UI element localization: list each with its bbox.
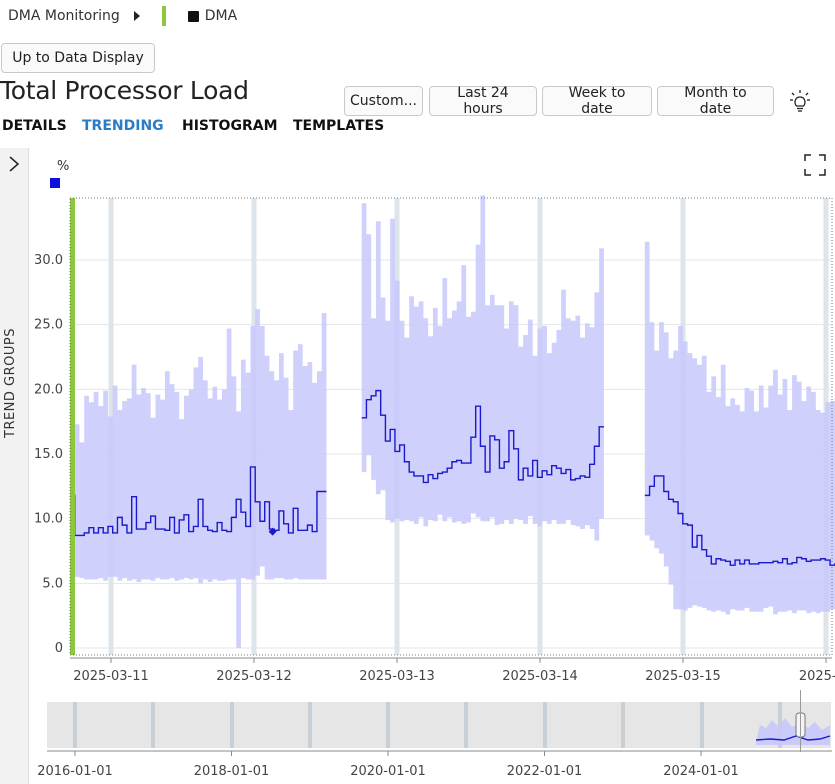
overview-separator [73, 702, 77, 748]
custom-range-button[interactable]: Custom... [344, 86, 423, 116]
plot-border [69, 197, 833, 656]
y-axis-ticks: 0 5.0 10.0 15.0 20.0 25.0 30.0 [34, 253, 63, 656]
series-legend-swatch[interactable] [50, 178, 60, 188]
tab-trending[interactable]: TRENDING [82, 118, 164, 134]
average-line [69, 466, 327, 537]
page-title: Total Processor Load [0, 76, 249, 105]
x-tick-label: 2025-03-14 [502, 669, 578, 684]
unit-label: % [57, 159, 70, 174]
overview-tick-label: 2024-01-01 [663, 764, 739, 779]
overview-separator [700, 702, 704, 748]
overview-separator [308, 702, 312, 748]
tab-details[interactable]: DETAILS [2, 118, 67, 134]
overview-tick-label: 2016-01-01 [37, 764, 113, 779]
overview-separator [151, 702, 155, 748]
x-axis-ticks: 2025-03-11 2025-03-12 2025-03-13 2025-03-14… [73, 658, 835, 684]
tab-templates[interactable]: TEMPLATES [293, 118, 385, 134]
average-line [644, 475, 835, 566]
overview-separator [543, 702, 547, 748]
overview-separator [386, 702, 390, 748]
y-tick-label: 10.0 [34, 512, 63, 527]
x-tick-label: 2025-03-11 [73, 669, 149, 684]
overview-background [47, 702, 831, 748]
lightbulb-icon[interactable] [789, 89, 811, 113]
overview-tick-label: 2022-01-01 [507, 764, 583, 779]
up-to-data-display-button[interactable]: Up to Data Display [1, 43, 155, 73]
trend-groups-sidebar[interactable]: TREND GROUPS [0, 148, 29, 784]
overview-band [756, 718, 830, 745]
start-marker [70, 198, 75, 655]
overview-separator [621, 702, 625, 748]
min-max-band [361, 195, 604, 541]
y-tick-label: 5.0 [42, 576, 63, 591]
x-tick-label: 2025-02 [799, 669, 835, 684]
overview-separator [464, 702, 468, 748]
y-tick-label: 15.0 [34, 447, 63, 462]
average-line [361, 389, 604, 484]
min-max-band [644, 241, 835, 615]
y-tick-label: 20.0 [34, 382, 63, 397]
breadcrumb: DMA Monitoring DMA [8, 5, 237, 27]
x-tick-label: 2025-03-12 [216, 669, 292, 684]
y-tick-label: 30.0 [34, 253, 63, 268]
month-to-date-button[interactable]: Month to date [657, 85, 774, 117]
plot-frame [69, 197, 833, 659]
x-tick-label: 2025-03-13 [359, 669, 435, 684]
x-tick-label: 2025-03-15 [645, 669, 721, 684]
data-marker [268, 527, 277, 536]
status-indicator [161, 6, 166, 26]
chevron-right-icon[interactable] [7, 155, 21, 173]
last-24-hours-button[interactable]: Last 24 hours [429, 85, 537, 117]
overview-separator [230, 702, 234, 748]
min-max-band [69, 309, 327, 648]
overview-navigator: 2016-01-01 2018-01-01 2020-01-01 2022-01-01… [37, 690, 832, 779]
y-tick-label: 25.0 [34, 318, 63, 333]
breadcrumb-root[interactable]: DMA Monitoring [8, 8, 120, 24]
overview-tick-label: 2018-01-01 [194, 764, 270, 779]
tab-histogram[interactable]: HISTOGRAM [182, 118, 278, 134]
breadcrumb-caret-icon[interactable] [133, 11, 140, 21]
breadcrumb-element[interactable]: DMA [204, 8, 238, 24]
week-to-date-button[interactable]: Week to date [542, 85, 652, 117]
overview-tick-label: 2020-01-01 [350, 764, 426, 779]
average-lines [69, 389, 835, 566]
y-tick-label: 0 [55, 641, 63, 656]
element-icon [187, 10, 199, 22]
fullscreen-icon[interactable] [804, 154, 826, 176]
min-max-bands [69, 195, 835, 648]
